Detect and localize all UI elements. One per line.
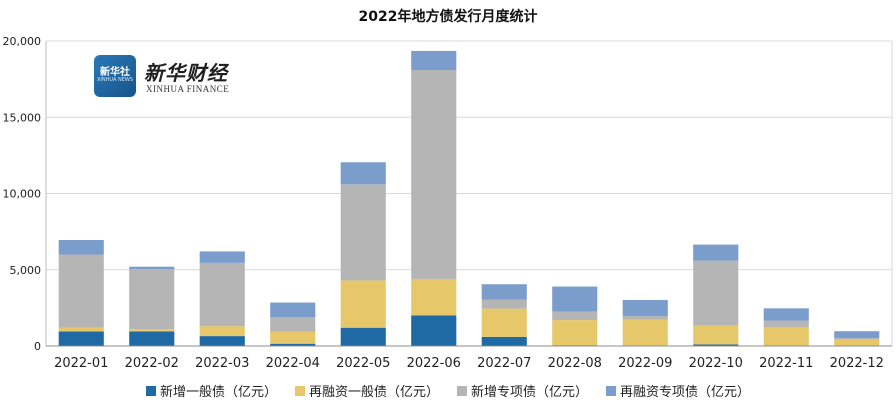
x-tick-label: 2022-06 — [407, 356, 461, 371]
bar-segment-4 — [552, 286, 598, 312]
logo-brand-cn: 新华财经 — [144, 61, 228, 85]
bar-segment-2 — [763, 327, 809, 346]
bar-segment-3 — [693, 260, 739, 326]
x-tick-label: 2022-08 — [548, 356, 602, 371]
x-tick-label: 2022-05 — [336, 356, 390, 371]
bar-segment-4 — [693, 244, 739, 261]
bar-segment-4 — [129, 266, 175, 269]
bar-segment-1 — [199, 336, 245, 346]
bar-segment-3 — [552, 311, 598, 321]
bar-segment-2 — [693, 325, 739, 345]
bar-segment-3 — [129, 268, 175, 330]
bar-segment-3 — [622, 315, 668, 320]
bar-segment-3 — [834, 338, 880, 340]
legend-label: 新增专项债（亿元） — [471, 385, 589, 400]
y-tick-label: 5,000 — [10, 264, 42, 277]
bar-segment-1 — [270, 343, 316, 346]
x-tick-label: 2022-04 — [266, 356, 320, 371]
bar-segment-2 — [834, 339, 880, 346]
bar-segment-4 — [481, 284, 527, 300]
bar-segment-3 — [199, 262, 245, 327]
logo-badge-sub: XINHUA NEWS — [96, 77, 134, 83]
bar-segment-4 — [340, 162, 386, 185]
bar-segment-3 — [340, 184, 386, 281]
xinhua-finance-logo: 新华社 XINHUA NEWS 新华财经 XINHUA FINANCE — [94, 55, 244, 99]
legend-swatch — [294, 385, 305, 396]
bar-segment-1 — [340, 327, 386, 346]
legend-swatch — [457, 385, 467, 396]
chart-title: 2022年地方债发行月度统计 — [358, 9, 538, 25]
bar-segment-4 — [763, 308, 809, 321]
bar-segment-3 — [411, 69, 457, 279]
legend-label: 再融资专项债（亿元） — [620, 385, 751, 400]
bar-segment-1 — [693, 344, 739, 346]
bar-segment-2 — [622, 319, 668, 346]
bar-segment-2 — [270, 331, 316, 344]
legend-item: 新增一般债（亿元） — [145, 381, 277, 400]
bar-chart: 0 5,000 10,000 15,000 20,000 2022-01 2022-02 20… — [3, 35, 893, 371]
bar-segment-3 — [763, 320, 809, 328]
legend-item: 新增专项债（亿元） — [457, 381, 588, 400]
bar-segment-3 — [58, 254, 104, 328]
bar-segment-3 — [270, 317, 316, 332]
bar-segment-1 — [411, 315, 457, 346]
x-tick-label: 2022-07 — [477, 356, 531, 371]
y-tick-label: 0 — [34, 340, 41, 353]
bar-segment-4 — [834, 331, 880, 339]
bar-segment-4 — [270, 302, 316, 318]
bar-segment-2 — [199, 326, 245, 337]
legend-label: 新增一般债（亿元） — [159, 385, 277, 400]
bar-segment-2 — [340, 280, 386, 328]
bar-segment-4 — [58, 240, 104, 255]
bar-segment-2 — [129, 329, 175, 332]
bar-segment-2 — [58, 327, 104, 332]
chart-legend: 新增一般债（亿元） 再融资一般债（亿元） 新增专项债（亿元） 再融资专项债（亿元） — [0, 381, 896, 400]
bar-segment-4 — [199, 251, 245, 263]
bar-segment-4 — [411, 50, 457, 70]
xinhua-badge-icon: 新华社 XINHUA NEWS — [94, 55, 136, 97]
legend-swatch — [606, 385, 617, 396]
bar-segment-1 — [129, 331, 175, 346]
x-tick-label: 2022-09 — [618, 356, 672, 371]
bar-segment-2 — [552, 320, 598, 346]
legend-item: 再融资一般债（亿元） — [294, 381, 439, 400]
bar-segment-1 — [58, 331, 104, 346]
y-tick-label: 15,000 — [3, 111, 42, 124]
legend-item: 再融资专项债（亿元） — [606, 381, 750, 400]
bar-segment-4 — [622, 299, 668, 316]
legend-label: 再融资一般债（亿元） — [308, 385, 439, 400]
bar-segment-2 — [481, 308, 527, 337]
x-tick-label: 2022-10 — [689, 356, 743, 371]
x-tick-label: 2022-02 — [125, 356, 179, 371]
y-tick-label: 20,000 — [3, 35, 42, 48]
y-tick-label: 10,000 — [3, 188, 42, 201]
x-tick-label: 2022-12 — [830, 356, 884, 371]
logo-badge-text: 新华社 — [100, 67, 130, 78]
x-tick-label: 2022-11 — [759, 356, 813, 371]
legend-swatch — [145, 385, 156, 396]
x-tick-label: 2022-03 — [195, 356, 249, 371]
bar-segment-1 — [481, 336, 527, 346]
bar-segment-3 — [481, 299, 527, 309]
x-tick-label: 2022-01 — [54, 356, 108, 371]
logo-brand-en: XINHUA FINANCE — [146, 84, 230, 94]
bar-segment-2 — [411, 278, 457, 316]
